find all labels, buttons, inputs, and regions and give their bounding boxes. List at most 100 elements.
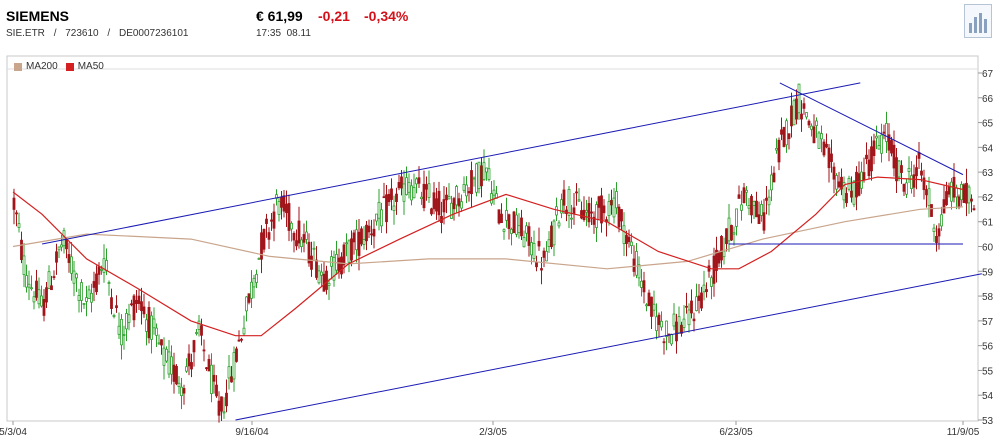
candle-body-down <box>572 207 576 214</box>
candle-body-down <box>15 212 18 215</box>
candle-body-up <box>792 100 796 126</box>
candle-body-up <box>775 147 778 151</box>
candle-body-down <box>297 220 301 244</box>
candle-body-down <box>115 305 118 309</box>
candle-body-down <box>882 131 886 134</box>
candle-body-down <box>267 232 271 240</box>
candle-body-up <box>185 366 188 372</box>
candle-body-up <box>955 187 958 198</box>
candle-body-down <box>562 189 566 206</box>
candle-body-up <box>407 181 411 193</box>
candle-body-up <box>197 320 201 330</box>
candle-body-down <box>582 209 586 221</box>
candle-body-up <box>162 347 166 366</box>
candle-body-down <box>535 262 538 268</box>
ma50-line <box>12 176 964 337</box>
candle-body-up <box>210 364 213 394</box>
candle-body-down <box>272 211 276 229</box>
candle-body-down <box>512 211 516 234</box>
y-tick-label: 58 <box>982 292 994 303</box>
candle-body-up <box>82 303 86 305</box>
candle-body-up <box>17 223 21 228</box>
candle-body-up <box>117 325 121 335</box>
candle-body-up <box>515 214 518 235</box>
candle-body-up <box>557 222 561 227</box>
candle-body-up <box>940 214 943 227</box>
candle-body-up <box>967 186 971 204</box>
candle-body-down <box>110 297 113 309</box>
candle-body-up <box>332 257 336 281</box>
x-tick-label: 9/16/04 <box>235 427 269 438</box>
candle-body-up <box>450 202 453 219</box>
y-tick-label: 59 <box>982 267 994 278</box>
candle-body-up <box>57 246 61 251</box>
chart-toggle-button[interactable] <box>964 4 992 38</box>
candle-body-down <box>757 214 761 225</box>
candle-body-down <box>215 384 218 397</box>
ma200-swatch <box>14 62 22 71</box>
x-tick-label: 2/3/05 <box>479 427 507 438</box>
candle-body-up <box>805 112 808 118</box>
candle-body-up <box>330 256 333 267</box>
candle-body-down <box>302 234 306 243</box>
candle-body-down <box>225 392 228 407</box>
candle-body-up <box>487 168 491 180</box>
candle-body-down <box>720 235 723 261</box>
candle-body-up <box>105 260 108 271</box>
candle-body-down <box>892 144 896 169</box>
candle-body-up <box>180 386 183 397</box>
candle-body-up <box>727 217 731 242</box>
candle-body-down <box>350 238 353 261</box>
candle-body-up <box>152 318 156 329</box>
candle-body-up <box>530 242 533 256</box>
candle-body-up <box>960 183 963 201</box>
candle-body-up <box>897 160 901 178</box>
candle-body-down <box>417 177 421 184</box>
candle-body-down <box>295 240 298 247</box>
candle-body-down <box>97 266 101 275</box>
candle-body-up <box>222 411 226 414</box>
candle-body-up <box>77 295 81 301</box>
candle-body-down <box>240 338 243 341</box>
candle-body-down <box>590 211 593 214</box>
candle-body-down <box>827 147 831 169</box>
candle-body-down <box>717 251 721 264</box>
candle-body-down <box>537 240 541 247</box>
y-tick-label: 57 <box>982 317 994 328</box>
candle-body-down <box>310 255 313 270</box>
candle-body-down <box>780 129 783 135</box>
candle-body-up <box>465 184 468 197</box>
candle-body-down <box>942 199 946 214</box>
candle-body-down <box>507 214 511 230</box>
candle-body-up <box>510 228 513 234</box>
candle-body-down <box>65 238 68 250</box>
candle-body-up <box>127 314 131 323</box>
candle-body-down <box>172 364 176 382</box>
last-price: € 61,99 <box>256 8 303 24</box>
candle-body-down <box>92 281 96 288</box>
candle-body-down <box>617 206 621 228</box>
candle-body-down <box>352 232 356 243</box>
candle-body-down <box>207 358 211 372</box>
candle-body-up <box>585 210 588 213</box>
candle-body-up <box>245 296 248 312</box>
candle-body-down <box>925 189 928 196</box>
candle-body-up <box>242 327 246 335</box>
candle-body-up <box>547 239 551 247</box>
candle-body-down <box>367 225 371 233</box>
candle-body-up <box>345 242 348 245</box>
candle-body-down <box>812 126 816 144</box>
candle-body-up <box>525 225 528 234</box>
candle-body-down <box>480 165 483 187</box>
y-tick-label: 64 <box>982 143 994 154</box>
candle-body-down <box>442 199 446 213</box>
candle-body-down <box>762 212 766 231</box>
trend-line <box>42 82 861 245</box>
candle-body-down <box>795 98 798 120</box>
candle-body-down <box>945 191 948 206</box>
candle-body-up <box>405 177 408 196</box>
candle-body-down <box>265 218 268 224</box>
candle-body-down <box>270 219 273 222</box>
candle-body-up <box>427 183 431 198</box>
candle-body-up <box>722 250 726 258</box>
